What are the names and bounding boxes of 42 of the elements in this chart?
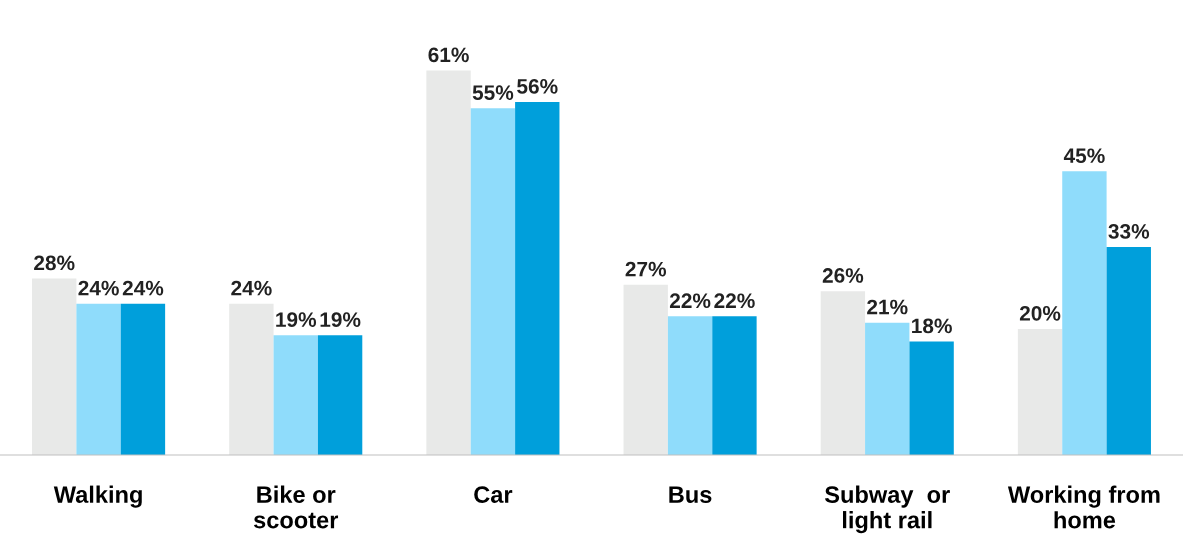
bar <box>1106 247 1151 456</box>
bar <box>317 335 363 456</box>
bar <box>32 278 77 456</box>
bar <box>470 108 516 456</box>
x-tick-label: Walking <box>53 485 142 508</box>
data-label: 61% <box>428 47 469 63</box>
x-tick-label: Bus <box>669 486 712 503</box>
bar <box>515 102 560 456</box>
bar <box>120 303 166 456</box>
data-label: 24% <box>78 280 119 296</box>
bar <box>1062 171 1107 456</box>
bar <box>667 316 713 456</box>
data-label: 56% <box>517 78 558 94</box>
data-label: 28% <box>34 255 75 271</box>
bar <box>712 316 757 456</box>
data-label: 55% <box>472 85 514 101</box>
data-label: 45% <box>1063 148 1105 164</box>
data-label: 27% <box>625 261 667 277</box>
data-label: 22% <box>669 293 711 309</box>
x-tick-label: Bike or scooter <box>253 485 339 529</box>
x-tick-label: Working from home <box>1007 485 1160 529</box>
x-tick-label: Subway or light rail <box>824 485 950 534</box>
bar <box>76 303 121 456</box>
bar <box>820 291 866 456</box>
bar <box>273 335 318 456</box>
bar <box>426 70 471 456</box>
data-label: 21% <box>867 299 908 315</box>
bar <box>909 341 954 456</box>
bar <box>229 303 274 456</box>
bar <box>1017 328 1063 456</box>
bar <box>623 284 668 456</box>
bar <box>865 322 910 456</box>
data-label: 24% <box>231 280 272 296</box>
x-tick-label: Car <box>474 486 513 503</box>
data-label: 26% <box>822 268 864 283</box>
data-label: 19% <box>320 312 361 327</box>
data-label: 24% <box>122 280 164 296</box>
data-label: 20% <box>1019 305 1061 321</box>
data-label: 33% <box>1108 223 1150 239</box>
data-label: 19% <box>276 312 317 327</box>
data-label: 18% <box>912 318 952 334</box>
data-label: 22% <box>714 293 755 309</box>
